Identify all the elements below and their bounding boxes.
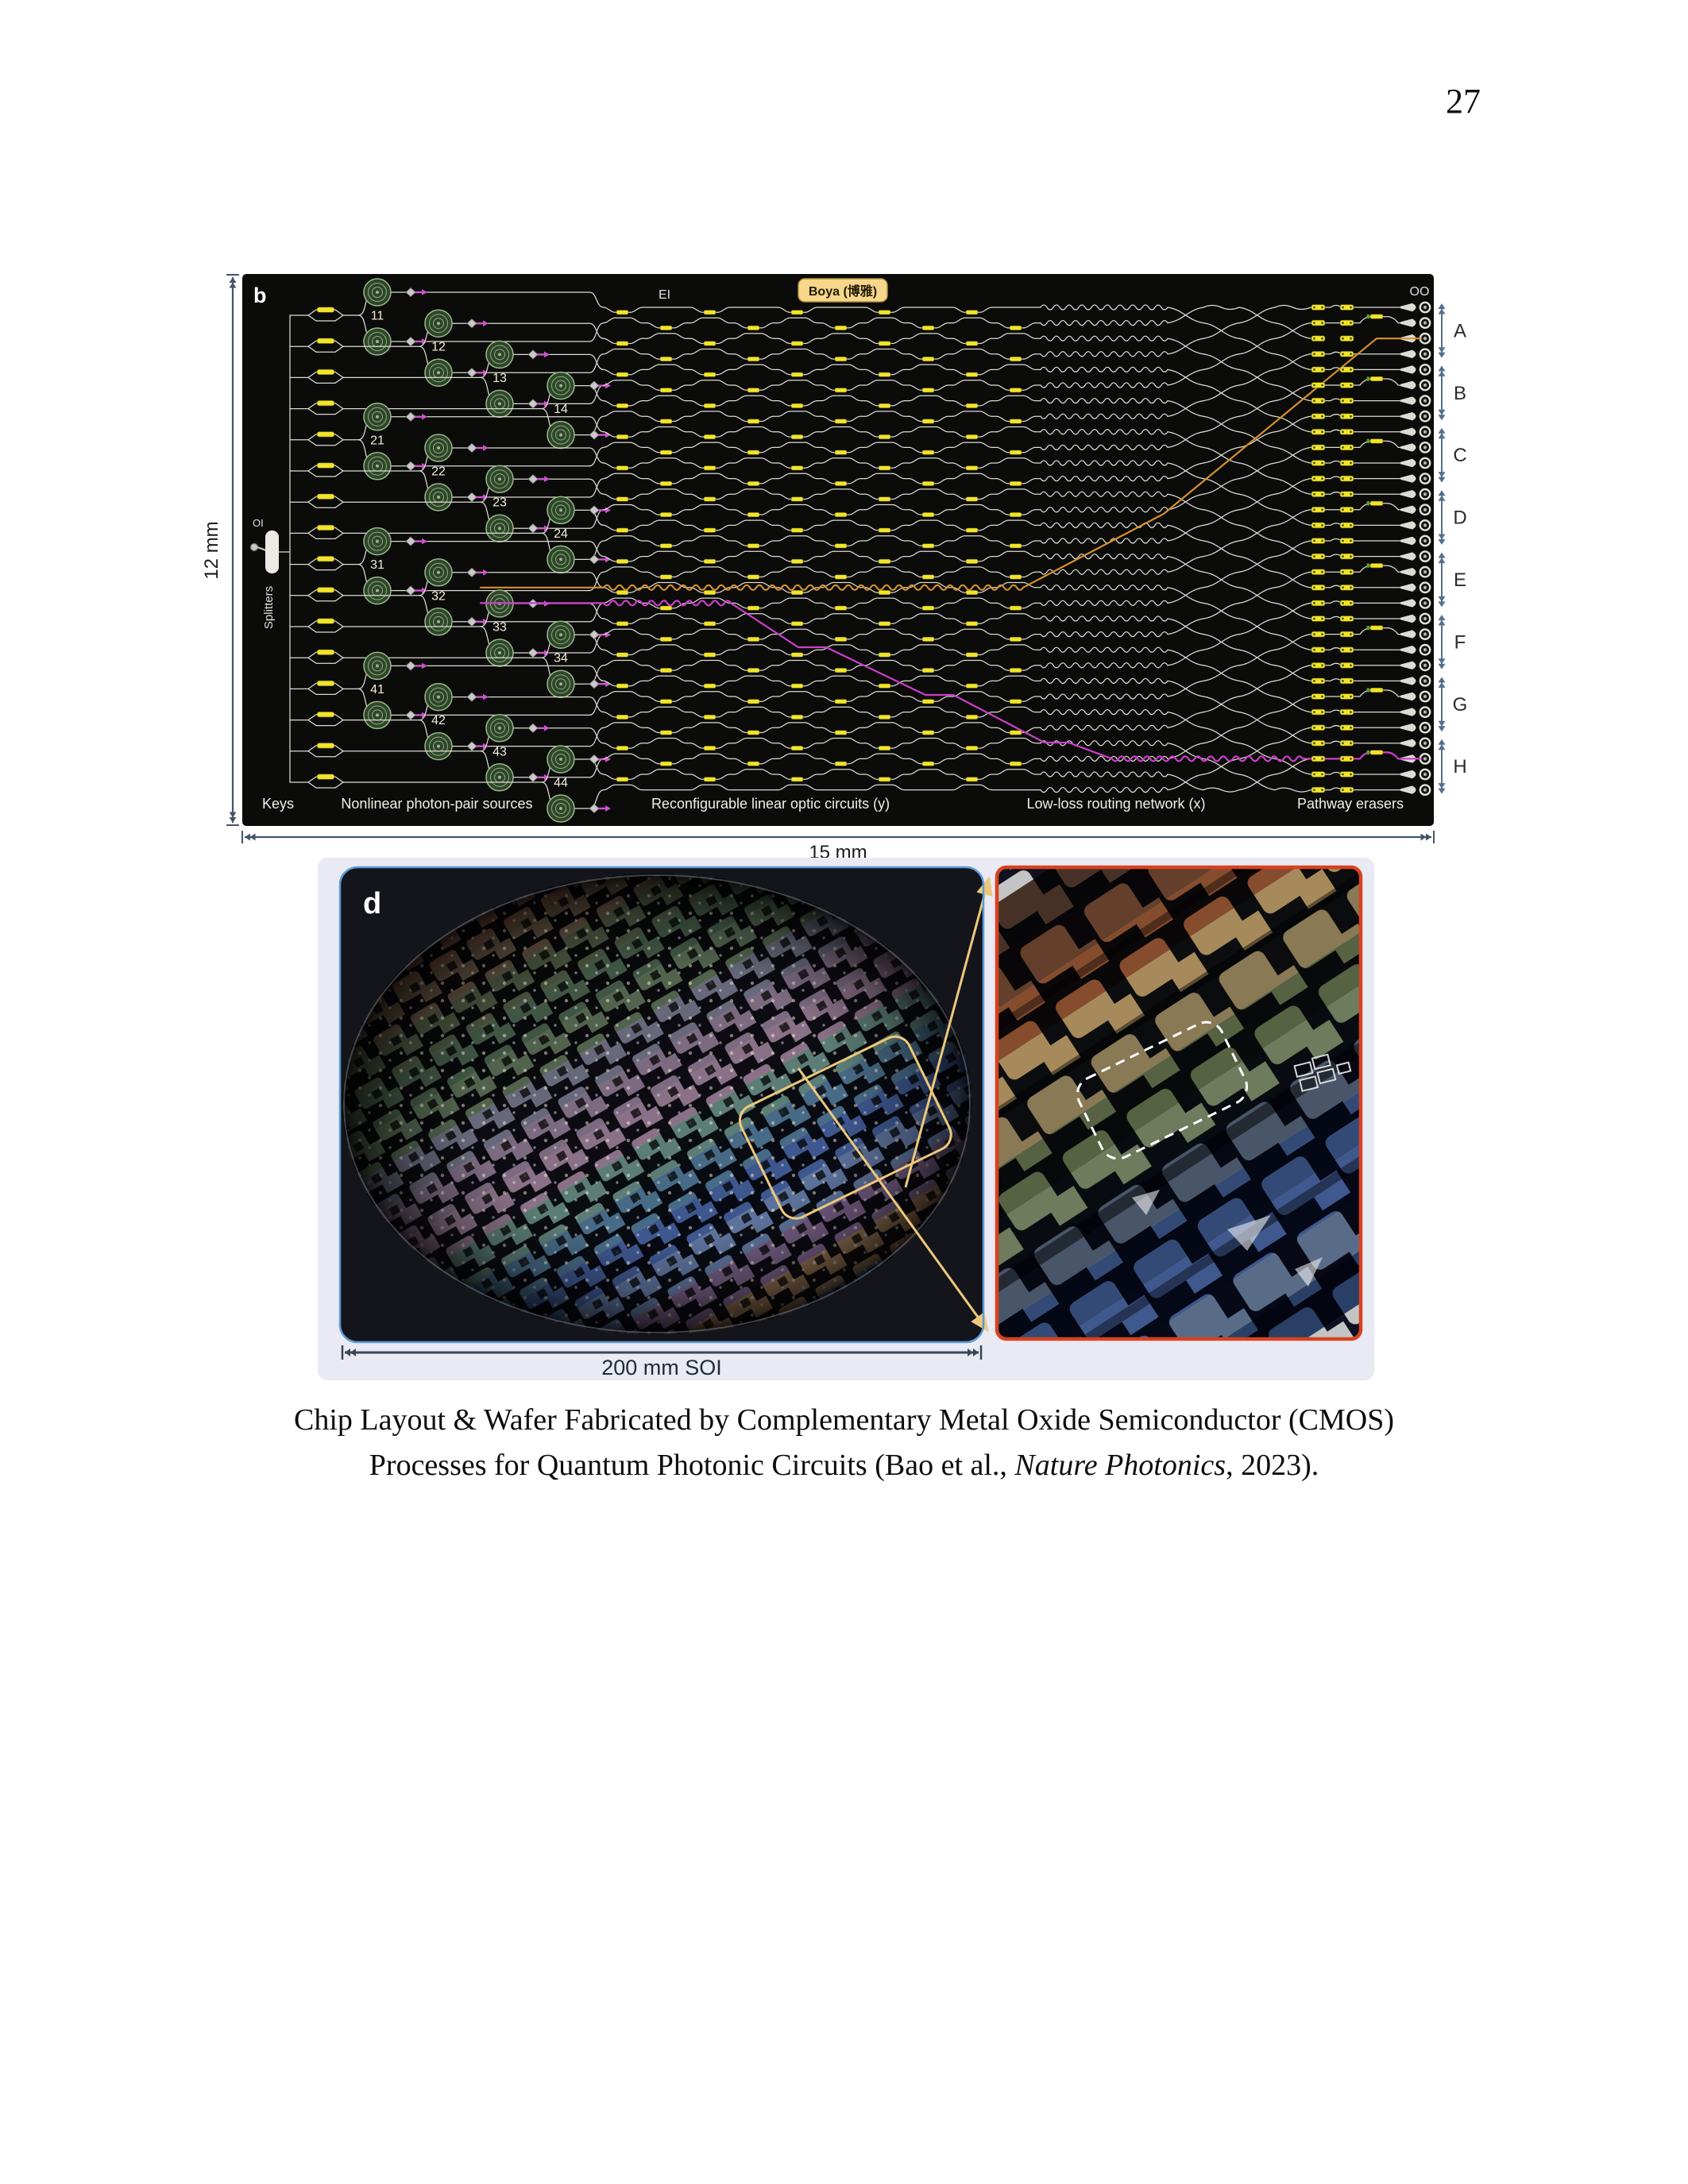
output-group-label: B bbox=[1454, 383, 1466, 404]
pair-marker bbox=[527, 349, 550, 360]
chip-background bbox=[242, 274, 1434, 826]
source-number: 12 bbox=[431, 341, 446, 354]
pair-marker bbox=[527, 647, 550, 658]
pair-marker bbox=[466, 616, 489, 627]
die-dashed-outline bbox=[1076, 1021, 1249, 1160]
routing-network bbox=[1040, 304, 1311, 793]
output-group-label: E bbox=[1454, 569, 1466, 591]
panel-d-label: d bbox=[363, 887, 381, 920]
source-number: 11 bbox=[371, 310, 384, 323]
pair-marker bbox=[589, 430, 611, 440]
figure-caption: Chip Layout & Wafer Fabricated by Comple… bbox=[0, 1398, 1688, 1488]
pair-marker bbox=[466, 567, 489, 577]
section-label-keys: Keys bbox=[262, 796, 294, 812]
pair-marker bbox=[405, 536, 427, 546]
source-number: 42 bbox=[431, 714, 446, 727]
boya-badge bbox=[798, 278, 888, 303]
chip-input bbox=[249, 314, 291, 783]
scale-200mm-label: 200 mm SOI bbox=[601, 1356, 722, 1379]
section-label-linear-optics: Reconfigurable linear optic circuits (y) bbox=[651, 796, 890, 812]
pair-marker bbox=[527, 474, 550, 484]
pair-marker bbox=[405, 411, 427, 422]
source-number: 43 bbox=[492, 745, 507, 758]
splitters-label: Splitters bbox=[262, 586, 276, 629]
boya-badge-label: Boya (博雅) bbox=[809, 284, 877, 299]
pad-cluster bbox=[1293, 1053, 1352, 1093]
source-number: 32 bbox=[431, 589, 446, 603]
pair-marker bbox=[527, 723, 550, 733]
source-number: 34 bbox=[554, 652, 568, 666]
oi-label: OI bbox=[253, 517, 264, 529]
source-number: 14 bbox=[554, 403, 568, 416]
output-group-label: G bbox=[1453, 694, 1468, 716]
pair-marker bbox=[405, 661, 427, 671]
source-number: 41 bbox=[370, 683, 384, 696]
source-number: 22 bbox=[431, 465, 446, 479]
source-number: 23 bbox=[492, 496, 507, 510]
output-group-label: A bbox=[1454, 320, 1466, 341]
pathway-erasers bbox=[1311, 304, 1384, 793]
pair-marker bbox=[466, 692, 489, 702]
source-number: 21 bbox=[370, 434, 384, 447]
pair-marker bbox=[589, 630, 611, 640]
zoom-connector-line bbox=[797, 1067, 989, 1333]
section-label-sources: Nonlinear photon-pair sources bbox=[341, 796, 532, 812]
pair-marker bbox=[405, 287, 427, 298]
pair-marker bbox=[405, 461, 427, 471]
source-number: 44 bbox=[554, 777, 568, 790]
pair-marker bbox=[466, 442, 489, 453]
caption-line1: Chip Layout & Wafer Fabricated by Comple… bbox=[293, 1403, 1395, 1437]
pair-marker bbox=[589, 754, 611, 765]
zoom-connector-line bbox=[904, 876, 993, 1188]
source-number: 24 bbox=[554, 527, 568, 541]
source-number: 31 bbox=[370, 558, 384, 572]
output-group-label: H bbox=[1453, 756, 1466, 778]
section-label-routing: Low-loss routing network (x) bbox=[1026, 796, 1205, 812]
output-group-label: C bbox=[1453, 445, 1466, 466]
pair-marker bbox=[589, 554, 611, 565]
oo-label: OO bbox=[1410, 285, 1430, 299]
figure-d-wafer-photos: d 200 mm SOI bbox=[318, 858, 1374, 1380]
ei-label: EI bbox=[659, 288, 670, 302]
dim-12mm-label: 12 mm bbox=[201, 521, 222, 579]
figure-b-chip-layout: 11 12 13 14 21 22 23 24 31 32 33 34 41 42 43 44 b EI Bo… bbox=[201, 274, 1468, 862]
panel-b-label: b bbox=[253, 284, 267, 307]
caption-line2: Processes for Quantum Photonic Circuits … bbox=[369, 1449, 1319, 1482]
photon-pair-sources: 11 12 13 14 21 22 23 24 31 32 33 34 41 42 43 44 bbox=[342, 278, 611, 823]
closeup-photo-border bbox=[995, 865, 1363, 1341]
pair-marker bbox=[589, 679, 611, 689]
source-number: 33 bbox=[492, 621, 507, 635]
pair-marker bbox=[466, 368, 489, 378]
section-label-erasers: Pathway erasers bbox=[1297, 796, 1404, 812]
output-group-label: F bbox=[1454, 631, 1466, 653]
source-number: 13 bbox=[492, 372, 507, 385]
wafer-photo-border bbox=[338, 866, 985, 1344]
pair-marker bbox=[466, 318, 489, 329]
highlighted-paths bbox=[479, 338, 1423, 762]
pair-marker bbox=[589, 803, 611, 814]
pair-marker bbox=[405, 710, 427, 720]
output-group-label: D bbox=[1453, 507, 1466, 529]
linear-optic-mesh bbox=[603, 307, 1041, 791]
page-number: 27 bbox=[1446, 82, 1481, 121]
wafer-zoom-outline bbox=[738, 1035, 952, 1220]
